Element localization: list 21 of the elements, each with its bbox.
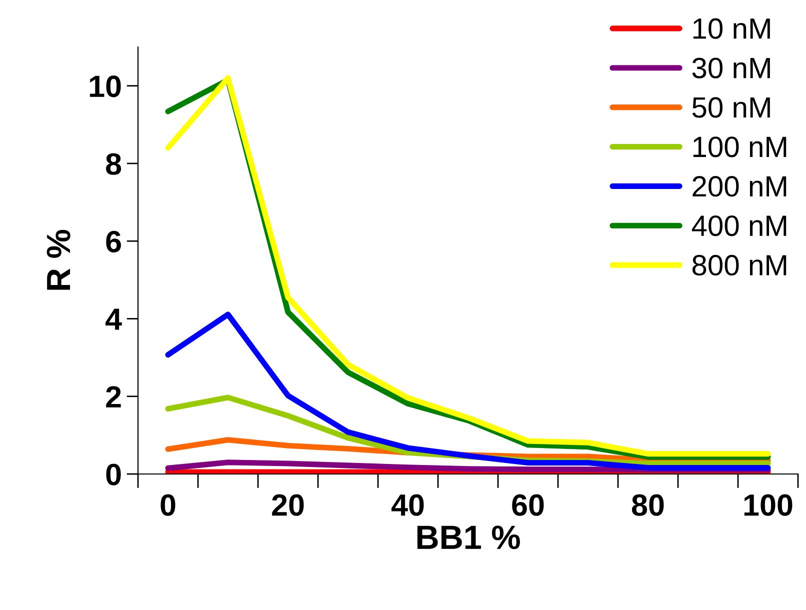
y-tick-label: 2 xyxy=(106,386,121,408)
x-axis-title: BB1 % xyxy=(417,526,520,550)
x-tick-label: 80 xyxy=(632,494,664,516)
x-tick-label: 100 xyxy=(744,494,792,516)
legend-label: 400 nM xyxy=(692,215,786,236)
legend-label: 800 nM xyxy=(692,254,786,276)
y-tick-label: 4 xyxy=(106,308,122,330)
x-tick-label: 60 xyxy=(512,494,544,516)
x-tick-label: 20 xyxy=(272,494,304,516)
x-tick-label: 0 xyxy=(160,494,176,516)
y-tick-label: 8 xyxy=(106,153,122,175)
legend-label: 200 nM xyxy=(692,176,786,197)
legend-label: 30 nM xyxy=(692,58,770,78)
legend-label: 50 nM xyxy=(692,97,770,118)
y-tick-label: 10 xyxy=(90,76,121,98)
x-tick-label: 40 xyxy=(391,494,424,516)
y-tick-label: 6 xyxy=(106,230,121,252)
y-axis-title: R % xyxy=(46,230,70,290)
legend-label: 10 nM xyxy=(693,18,770,39)
legend-label: 100 nM xyxy=(693,136,786,158)
y-tick-label: 0 xyxy=(106,464,121,486)
